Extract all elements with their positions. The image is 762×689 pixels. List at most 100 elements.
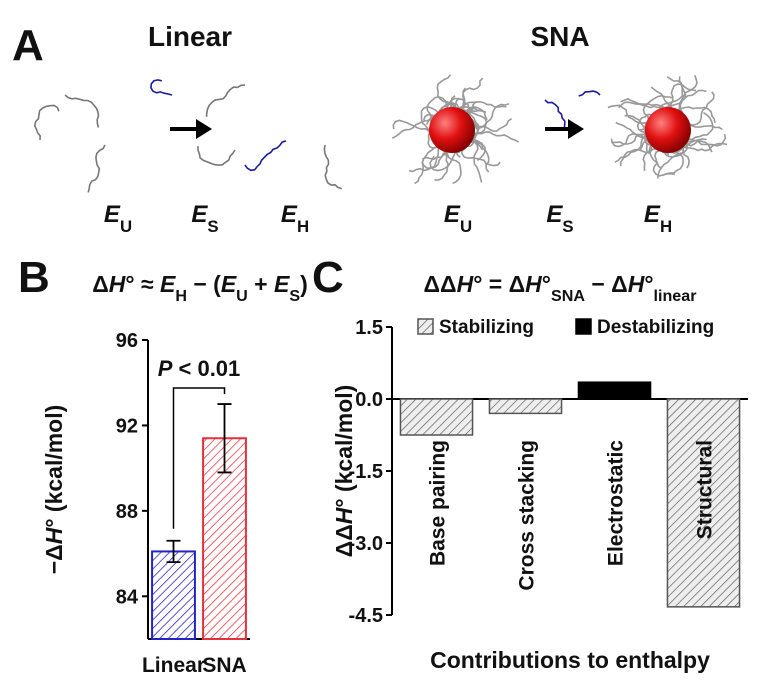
strand: [642, 94, 674, 120]
bar: [577, 381, 652, 400]
strand: [391, 116, 435, 139]
significance-bracket: [172, 387, 226, 529]
text-part: ): [300, 271, 308, 297]
text-part: U: [236, 287, 248, 305]
strand: [420, 106, 439, 135]
bar: [399, 398, 474, 436]
panel-label: C: [312, 253, 344, 302]
strand: [244, 140, 287, 172]
text-part: ° (kcal/mol): [41, 405, 67, 528]
text-part: S: [289, 287, 300, 305]
strand: [471, 118, 513, 132]
strand: [460, 149, 501, 167]
annotation: P < 0.01: [158, 356, 241, 381]
x-tick-label: SNA: [202, 654, 246, 677]
strand: [578, 90, 601, 97]
strand: [64, 94, 100, 128]
text-part: H: [457, 271, 474, 297]
y-axis-label: ΔΔH° (kcal/mol): [331, 385, 357, 558]
legend-label: Destabilizing: [597, 317, 714, 338]
panel-heading: Linear: [148, 21, 232, 52]
strand: [677, 106, 716, 124]
text-part: ° = Δ: [473, 271, 525, 297]
text-part: E: [444, 201, 461, 228]
text-part: − Δ: [585, 271, 628, 297]
energy-label: EU: [444, 201, 472, 236]
bar: [488, 398, 563, 415]
text-part: H: [175, 287, 187, 305]
y-tick-label: 0.0: [355, 389, 383, 411]
text-part: −Δ: [41, 544, 67, 574]
equation: ΔH° ≈ EH − (EU + ES): [92, 271, 308, 305]
text-part: P: [158, 356, 173, 381]
text-part: H: [525, 271, 542, 297]
energy-label: ES: [191, 201, 218, 236]
text-part: E: [274, 271, 290, 297]
text-part: +: [248, 271, 274, 297]
strand: [462, 77, 484, 112]
y-tick-label: 1.5: [355, 317, 383, 339]
panel-heading: SNA: [530, 21, 589, 52]
y-tick-label: 84: [116, 586, 139, 608]
text-part: U: [120, 217, 132, 236]
strand: [468, 101, 507, 117]
text-part: °: [542, 271, 551, 297]
strand: [150, 79, 173, 96]
energy-labels: EU ES EH EU ES EH: [104, 201, 672, 236]
legend-swatch: [575, 318, 592, 335]
strand: [323, 144, 343, 190]
text-part: E: [281, 201, 298, 228]
text-part: E: [644, 201, 661, 228]
strand: [614, 131, 647, 163]
nanoparticle: [429, 107, 475, 153]
error-bar: [217, 403, 232, 474]
text-part: ΔΔ: [424, 271, 457, 297]
strand: [429, 151, 457, 172]
y-tick-label: 96: [116, 330, 138, 352]
energy-label: EH: [644, 201, 672, 236]
text-part: Δ: [92, 271, 109, 297]
energy-label: EU: [104, 201, 132, 236]
strand: [33, 104, 60, 141]
strand: [440, 148, 462, 185]
strand: [666, 75, 687, 112]
text-part: H: [41, 527, 67, 544]
strand: [607, 104, 648, 124]
strand: [688, 91, 715, 126]
x-axis-label: Contributions to enthalpy: [430, 647, 710, 673]
strand: [544, 99, 566, 130]
y-axis-label: −ΔH° (kcal/mol): [41, 405, 67, 575]
text-part: SNA: [551, 287, 585, 305]
nanoparticle: [645, 107, 691, 153]
category-label: Cross stacking: [516, 440, 539, 591]
bar: [666, 398, 741, 608]
text-part: H: [109, 271, 126, 297]
category-label: Structural: [694, 440, 717, 539]
text-part: ° (kcal/mol): [331, 385, 357, 508]
text-part: ° ≈: [125, 271, 160, 297]
text-part: °: [644, 271, 653, 297]
category-label: Electrostatic: [605, 440, 628, 566]
panel-label: B: [18, 253, 50, 302]
strand: [87, 144, 106, 193]
x-tick-label: Linear: [142, 654, 205, 677]
y-tick-label: 88: [116, 501, 138, 523]
strand: [620, 98, 666, 109]
text-part: S: [562, 217, 573, 236]
text-part: − (: [187, 271, 221, 297]
strand: [687, 111, 714, 141]
strand: [652, 149, 676, 177]
arrows: [170, 119, 584, 139]
energy-label: ES: [546, 201, 573, 236]
text-part: ΔΔ: [331, 524, 357, 557]
strand: [473, 102, 510, 130]
text-part: H: [660, 217, 672, 236]
strand: [392, 119, 432, 135]
text-part: U: [460, 217, 472, 236]
strand: [610, 133, 648, 148]
y-tick-label: -4.5: [349, 605, 383, 627]
molecule-illustrations: [33, 74, 728, 193]
energy-label: EH: [281, 201, 309, 236]
text-part: E: [160, 271, 176, 297]
